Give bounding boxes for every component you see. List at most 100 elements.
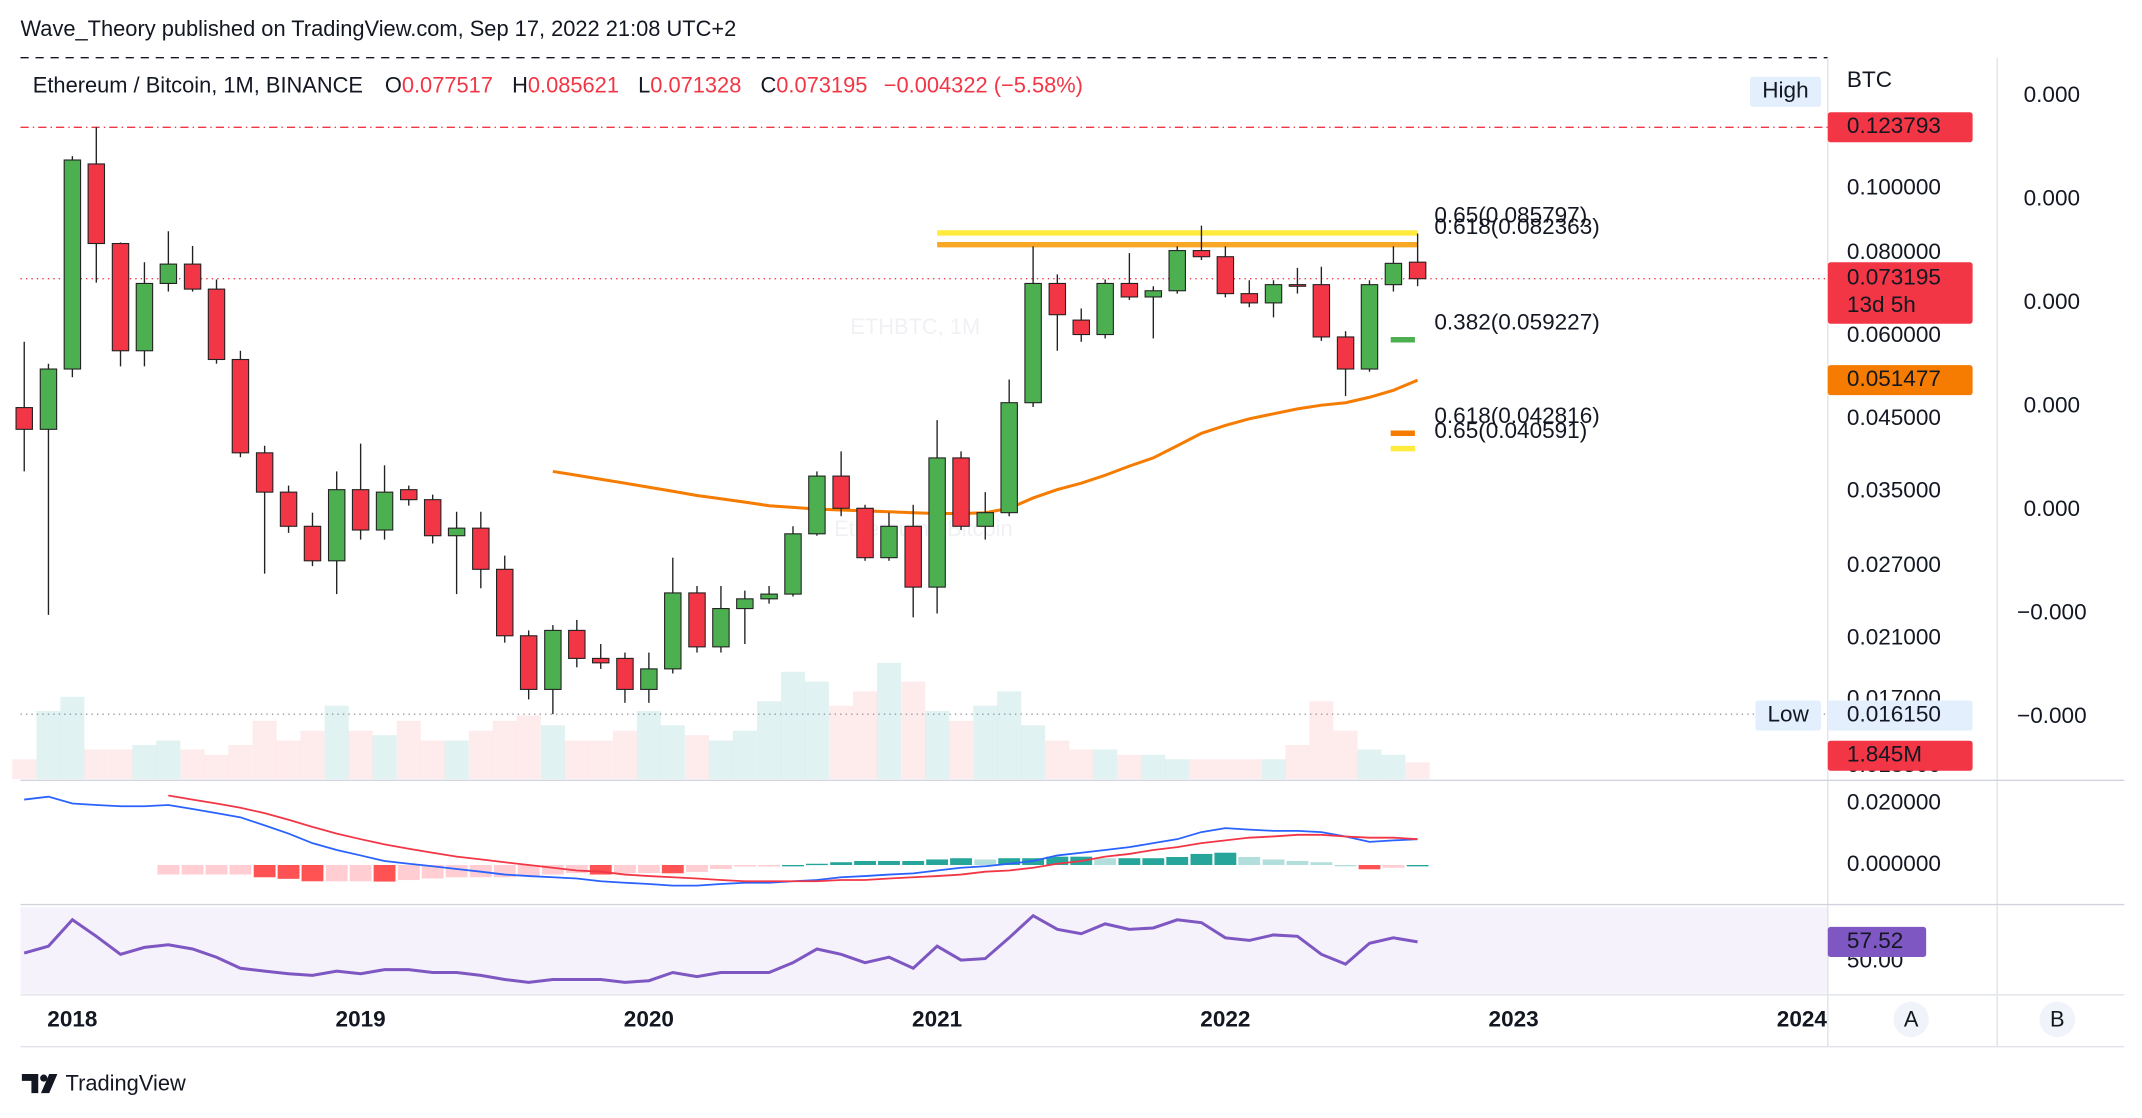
volume-bar — [36, 711, 61, 779]
y-tick-label: 0.027000 — [1847, 552, 1941, 577]
volume-bar — [492, 720, 517, 779]
candle-body — [544, 629, 562, 690]
candle-body — [1000, 402, 1018, 514]
macd-histogram — [854, 860, 876, 865]
volume-bar — [444, 740, 469, 779]
ohlc-key: O — [385, 72, 402, 97]
x-tick-label: 2022 — [1200, 1007, 1250, 1032]
candle-body — [832, 475, 850, 509]
macd-line — [24, 795, 1418, 887]
volume-bar — [949, 720, 974, 779]
volume-bar — [1309, 701, 1334, 779]
macd-histogram — [926, 859, 949, 865]
macd-histogram — [1406, 864, 1429, 867]
volume-bar — [84, 749, 109, 779]
candle-body — [1024, 282, 1042, 404]
x-tick-label: 2023 — [1489, 1007, 1539, 1032]
candle-body — [736, 598, 754, 610]
volume-bar — [1357, 749, 1382, 779]
fib-label: 0.65(0.085797) — [1434, 202, 1587, 227]
candle-body — [303, 525, 322, 562]
signal-line — [168, 794, 1418, 883]
volume-bar — [180, 749, 205, 779]
volume-bar — [1285, 744, 1310, 779]
volume-bar — [300, 730, 325, 779]
candle-body — [1192, 250, 1211, 258]
y-tick-label: 0.080000 — [1847, 239, 1941, 264]
last-price-tag-bg — [1827, 262, 1973, 324]
rsi-tag: 57.52 — [1847, 928, 1903, 953]
logo-icon — [21, 1074, 58, 1094]
candle-body — [87, 163, 106, 245]
candle-body — [568, 629, 586, 659]
macd-histogram — [782, 864, 804, 867]
macd-histogram — [1286, 860, 1309, 865]
x-tick-label: 2020 — [624, 1007, 674, 1032]
publisher-header: Wave_Theory published on TradingView.com… — [20, 16, 736, 41]
candle-body — [1384, 262, 1403, 286]
x-tick-label: 2021 — [912, 1007, 962, 1032]
macd-histogram — [1238, 856, 1261, 865]
candle-body — [519, 635, 538, 690]
macd-histogram — [541, 864, 564, 875]
scale-buttons[interactable]: A B — [1893, 1001, 2076, 1038]
fib-label: 0.618(0.082363) — [1434, 214, 1599, 239]
volume-bar — [372, 735, 397, 779]
candle-body — [880, 525, 898, 559]
macd-histogram — [830, 862, 853, 865]
volume-bar — [204, 754, 229, 779]
volume-bar — [757, 701, 782, 779]
button[interactable]: B — [2050, 1006, 2065, 1031]
volume-bar — [516, 715, 541, 779]
volume-bar — [252, 720, 277, 779]
candle-body — [207, 288, 226, 361]
macd-histogram — [998, 858, 1021, 865]
ohlc-key: C — [760, 72, 776, 97]
volume-bar — [420, 740, 445, 779]
y-tick-label: 0.100000 — [1847, 175, 1941, 200]
macd-histogram — [397, 864, 420, 881]
macd-histogram — [878, 860, 900, 865]
volume-bar — [1261, 759, 1286, 779]
macd-histogram — [229, 864, 252, 875]
volume-bar — [901, 681, 926, 779]
x-tick-label: 2018 — [47, 1007, 97, 1032]
symbol-title: Ethereum / Bitcoin, 1M, BINANCE — [33, 72, 363, 97]
footer-logo: TradingView — [21, 1071, 186, 1096]
macd-tick-label: 0.000000 — [1847, 851, 1941, 876]
ohlc-value: 0.085621 — [528, 72, 619, 97]
candle-body — [664, 592, 682, 670]
countdown: 13d 5h — [1847, 292, 1916, 317]
volume-bar — [612, 730, 637, 779]
macd-histogram — [1046, 856, 1069, 865]
candle-body — [640, 668, 658, 690]
volume-bar — [1213, 759, 1238, 779]
volume-bar — [1021, 725, 1046, 779]
candle-body — [400, 489, 418, 501]
volume-bar — [156, 740, 181, 779]
volume-tag: 1.845M — [1847, 742, 1922, 767]
macd-histogram — [1334, 864, 1357, 867]
volume-bar — [564, 740, 589, 779]
button-bg[interactable] — [2039, 1001, 2076, 1038]
macd-histogram — [517, 864, 540, 877]
macd-histogram — [1118, 858, 1141, 865]
candle-body — [63, 159, 82, 370]
macd-histogram — [1190, 853, 1213, 865]
macd-histogram — [661, 864, 684, 874]
button-bg[interactable] — [1893, 1001, 1929, 1038]
macd-histogram — [805, 863, 828, 866]
last-price-tag: 0.073195 — [1847, 265, 1941, 290]
volume-bar — [829, 705, 854, 779]
right-scale-label: −0.000 — [2017, 600, 2087, 625]
volume-bar — [804, 681, 829, 779]
button[interactable]: A — [1904, 1006, 1919, 1031]
rsi-line — [23, 913, 1418, 984]
candle-body — [135, 282, 154, 352]
macd-histogram — [157, 864, 180, 875]
watermark: ETHBTC, 1M — [850, 314, 980, 339]
candle-body — [255, 452, 274, 493]
low-tag-bg — [1827, 700, 1973, 731]
candle-body — [231, 358, 250, 454]
footer-brand: TradingView — [66, 1071, 186, 1096]
